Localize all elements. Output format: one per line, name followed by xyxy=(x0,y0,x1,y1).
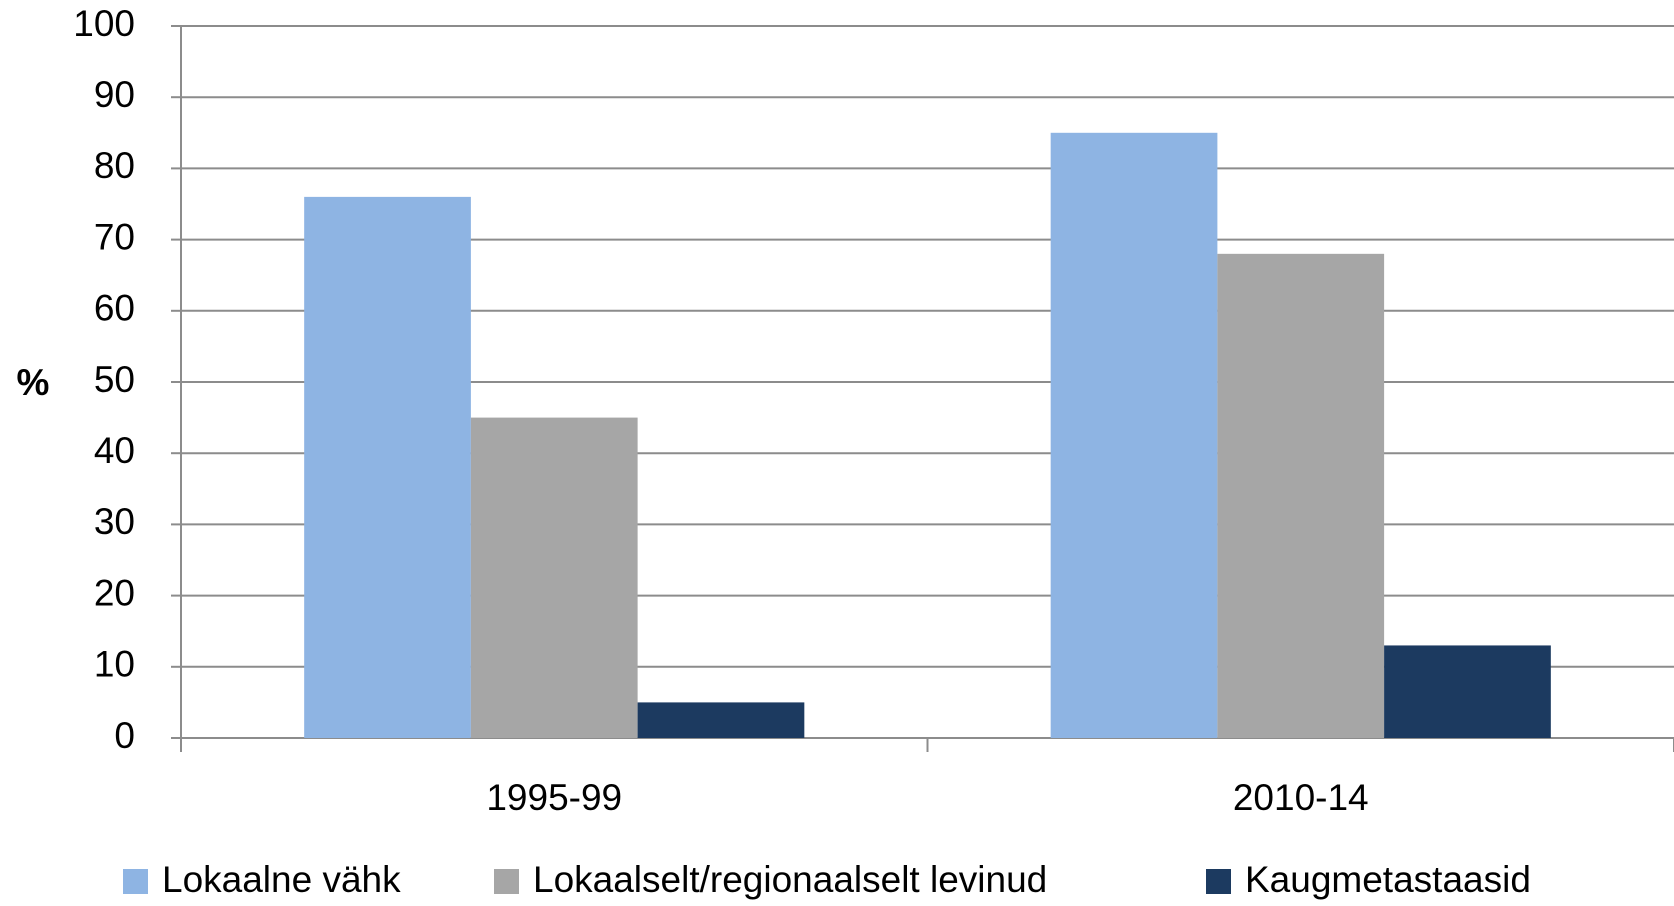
y-tick-label: 40 xyxy=(94,430,135,471)
bar xyxy=(304,196,471,738)
legend-swatch xyxy=(1206,869,1231,894)
legend-label: Lokaalselt/regionaalselt levinud xyxy=(533,859,1047,900)
legend-swatch xyxy=(494,869,519,894)
legend-label: Lokaalne vähk xyxy=(162,859,401,900)
x-tick-label: 2010-14 xyxy=(1233,777,1369,818)
bar xyxy=(637,702,805,738)
y-axis-label: % xyxy=(17,362,50,403)
y-tick-label: 0 xyxy=(114,715,135,756)
bar xyxy=(470,417,638,738)
bar xyxy=(1050,132,1218,739)
bar xyxy=(1384,645,1551,738)
y-tick-label: 50 xyxy=(94,359,135,400)
y-tick-label: 90 xyxy=(94,74,135,115)
y-tick-label: 20 xyxy=(94,572,135,613)
y-tick-label: 80 xyxy=(94,145,135,186)
y-tick-label: 100 xyxy=(73,3,135,44)
legend-label: Kaugmetastaasid xyxy=(1245,859,1531,900)
y-tick-label: 60 xyxy=(94,288,135,329)
legend-swatch xyxy=(123,869,148,894)
y-tick-label: 10 xyxy=(94,644,135,685)
y-tick-label: 70 xyxy=(94,216,135,257)
y-tick-label: 30 xyxy=(94,501,135,542)
bar xyxy=(1217,253,1385,738)
x-tick-label: 1995-99 xyxy=(486,777,622,818)
